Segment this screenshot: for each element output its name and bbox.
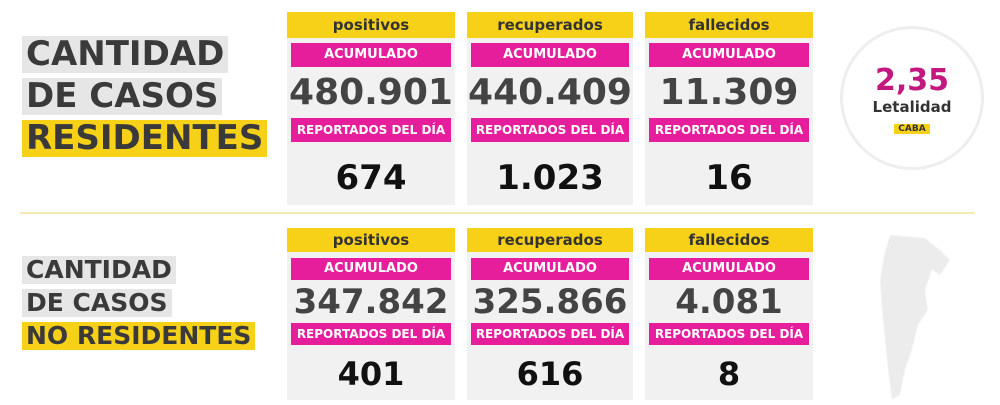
daily-value: 16 xyxy=(705,158,753,198)
section-title: CANTIDAD xyxy=(22,35,229,74)
daily-label: REPORTADOS DEL DÍA xyxy=(291,323,451,345)
cumulative-value: 480.901 xyxy=(289,72,453,113)
stat-card: recuperados ACUMULADO 440.409 REPORTADOS DE… xyxy=(467,12,633,205)
daily-label: REPORTADOS DEL DÍA xyxy=(291,118,451,142)
cumulative-value: 440.409 xyxy=(468,72,632,113)
card-header: fallecidos xyxy=(645,228,813,252)
stat-card: positivos ACUMULADO 480.901 REPORTADOS DEL … xyxy=(287,12,455,205)
daily-label: REPORTADOS DEL DÍA xyxy=(649,118,809,142)
card-header: positivos xyxy=(287,228,455,252)
daily-value: 1.023 xyxy=(496,158,604,198)
cumulative-value: 325.866 xyxy=(472,282,628,322)
cumulative-value: 347.842 xyxy=(293,282,449,322)
daily-value: 674 xyxy=(335,158,407,198)
daily-value: 401 xyxy=(337,355,405,393)
card-header: positivos xyxy=(287,12,455,38)
daily-label: REPORTADOS DEL DÍA xyxy=(649,323,809,345)
cumulative-value: 4.081 xyxy=(675,282,783,322)
cumulative-label: ACUMULADO xyxy=(649,258,809,280)
daily-value: 8 xyxy=(717,355,741,393)
section-title: NO RESIDENTES xyxy=(22,322,256,350)
stat-card: positivos ACUMULADO 347.842 REPORTADOS DEL … xyxy=(287,228,455,400)
stat-card: fallecidos ACUMULADO 11.309 REPORTADOS DEL … xyxy=(645,12,813,205)
stat-card: recuperados ACUMULADO 325.866 REPORTADOS DE… xyxy=(467,228,633,400)
cumulative-label: ACUMULADO xyxy=(291,43,451,67)
cumulative-value: 11.309 xyxy=(659,72,799,113)
lethality-region: CABA xyxy=(894,124,930,134)
section-title: DE CASOS xyxy=(22,289,172,317)
cumulative-label: ACUMULADO xyxy=(649,43,809,67)
daily-label: REPORTADOS DEL DÍA xyxy=(471,323,629,345)
card-header: recuperados xyxy=(467,12,633,38)
cumulative-label: ACUMULADO xyxy=(471,43,629,67)
lethality-value: 2,35 xyxy=(874,63,950,98)
card-header: fallecidos xyxy=(645,12,813,38)
cumulative-label: ACUMULADO xyxy=(471,258,629,280)
card-header: recuperados xyxy=(467,228,633,252)
section-title: CANTIDAD xyxy=(22,256,176,284)
stat-card: fallecidos ACUMULADO 4.081 REPORTADOS DEL D… xyxy=(645,228,813,400)
daily-label: REPORTADOS DEL DÍA xyxy=(471,118,629,142)
cumulative-label: ACUMULADO xyxy=(291,258,451,280)
divider xyxy=(20,212,975,214)
lethality-label: Letalidad xyxy=(872,98,952,116)
map-argentina xyxy=(879,234,951,401)
section-title: RESIDENTES xyxy=(22,119,268,158)
section-title: DE CASOS xyxy=(22,77,223,116)
daily-value: 616 xyxy=(516,355,584,393)
lethality-badge: 2,35 Letalidad CABA xyxy=(840,26,984,170)
